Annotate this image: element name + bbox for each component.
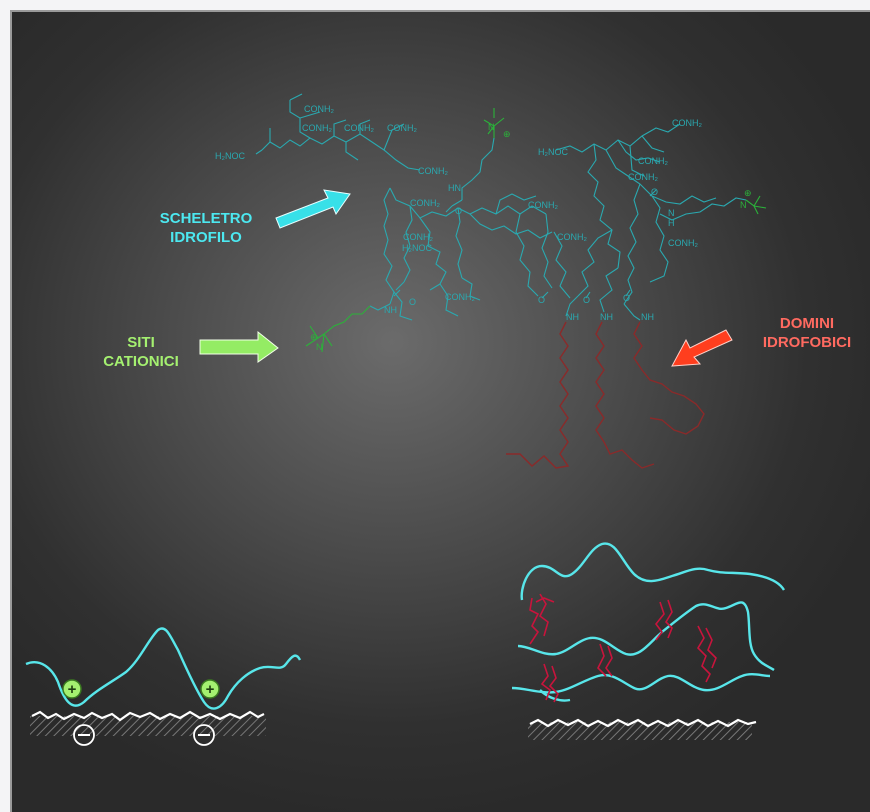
o-label: O (455, 206, 462, 216)
n-label: N (488, 122, 495, 132)
substrate-surface (529, 718, 757, 728)
domini-text: DOMINI (779, 315, 835, 332)
h-label: H (668, 218, 675, 228)
siti-arrow (199, 330, 279, 363)
scheletro-text: SCHELETRO (159, 210, 253, 227)
conh2-label: CONH₂ (344, 123, 374, 133)
polymer-strand-left (25, 627, 302, 710)
conh2-label: CONH₂ (445, 292, 475, 302)
cation-plus-icon (200, 679, 220, 699)
o-label: O (409, 297, 416, 307)
nh-label: NH (566, 312, 579, 322)
domini-arrow (671, 329, 733, 367)
scheletro-arrow (275, 189, 351, 229)
chemical-group-labels: CONH₂ CONH₂ CONH₂ CONH₂ H₂NOC CONH₂ HN O… (215, 104, 702, 322)
o-label: O (651, 187, 658, 197)
conh2-label: CONH₂ (672, 118, 702, 128)
nh-label: NH (641, 312, 654, 322)
substrate-hatch (30, 716, 266, 736)
polymer-strand-4 (539, 689, 571, 702)
conh2-label: CONH₂ (638, 156, 668, 166)
h2noc-label: H₂NOC (538, 147, 568, 157)
conh2-label: CONH₂ (418, 166, 448, 176)
hydrophobic-layer-schematic (511, 542, 786, 740)
cationic-adsorption-schematic: + + (25, 627, 302, 746)
n-label: N (316, 342, 323, 352)
conh2-label: CONH₂ (528, 200, 558, 210)
cationic-site-top (483, 108, 505, 138)
siti-cationici-label: SITI CATIONICI (86, 333, 196, 371)
plus-label: + (68, 681, 77, 698)
h2noc-label: H₂NOC (215, 151, 245, 161)
hydrophobic-chains (506, 321, 705, 469)
conh2-label: CONH₂ (410, 198, 440, 208)
n-label: N (740, 200, 747, 210)
nh-label: NH (384, 305, 397, 315)
cationici-text: CATIONICI (103, 353, 179, 370)
o-label: O (583, 295, 590, 305)
conh2-label: CONH₂ (668, 238, 698, 248)
slide-background (10, 10, 870, 812)
plus-label: + (206, 681, 215, 698)
polymer-strand-1 (520, 542, 786, 601)
cation-plus-icon (62, 679, 82, 699)
hn-label: HN (448, 183, 461, 193)
charge-plus-label: ⊕ (310, 332, 318, 342)
conh2-label: CONH₂ (403, 232, 433, 242)
n-label: N (668, 208, 675, 218)
anion-minus-icon (73, 724, 95, 746)
substrate-hatch (528, 722, 752, 740)
cationic-site-right (745, 195, 767, 215)
conh2-label: CONH₂ (304, 104, 334, 114)
conh2-label: CONH₂ (387, 123, 417, 133)
substrate-surface (31, 710, 265, 722)
domini-idrofobici-label: DOMINI IDROFOBICI (746, 314, 868, 352)
o-label: O (623, 293, 630, 303)
conh2-label: CONH₂ (628, 172, 658, 182)
polymer-strand-3 (511, 673, 771, 694)
cationic-site-left (305, 305, 371, 353)
idrofilo-text: IDROFILO (170, 229, 242, 246)
polymer-backbone-structure (255, 93, 747, 321)
nh-label: NH (600, 312, 613, 322)
conh2-label: CONH₂ (557, 232, 587, 242)
o-label: O (538, 295, 545, 305)
idrofobici-text: IDROFOBICI (762, 334, 852, 351)
scheletro-idrofilo-label: SCHELETRO IDROFILO (140, 209, 272, 247)
charge-plus-label: ⊕ (744, 188, 752, 198)
charge-plus-label: ⊕ (503, 129, 511, 139)
anion-minus-icon (193, 724, 215, 746)
polymer-strand-2 (517, 601, 775, 672)
siti-text: SITI (127, 334, 155, 351)
hydrophobic-domain-strands (529, 593, 717, 703)
conh2-label: CONH₂ (302, 123, 332, 133)
h2noc-label: H₂NOC (402, 243, 432, 253)
